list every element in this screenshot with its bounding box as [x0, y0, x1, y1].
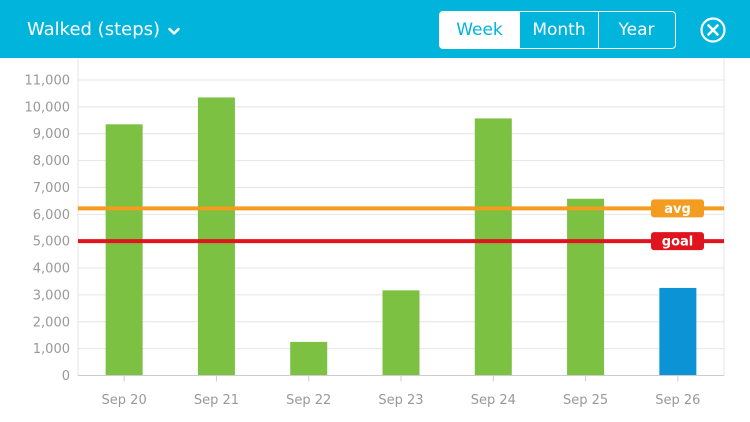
bar [659, 287, 697, 376]
y-tick-label: 5,000 [33, 235, 70, 250]
y-tick-label: 0 [62, 369, 70, 384]
bar [567, 198, 605, 376]
close-circle-icon[interactable] [700, 17, 726, 43]
y-tick-label: 4,000 [33, 262, 70, 277]
x-tick-label: Sep 25 [563, 393, 608, 408]
x-tick-label: Sep 24 [471, 393, 516, 408]
avg-tag-label: avg [664, 202, 691, 217]
tab-year[interactable]: Year [598, 12, 674, 48]
x-tick-label: Sep 23 [378, 393, 423, 408]
y-tick-label: 8,000 [33, 154, 70, 169]
metric-selector[interactable]: Walked (steps) [27, 0, 180, 58]
bar [474, 118, 512, 376]
goal-tag [651, 232, 704, 251]
steps-bar-chart: 0 1,000 2,000 3,000 4,000 5,000 6,000 7,000 8,00… [25, 58, 725, 408]
bar [290, 341, 328, 376]
y-tick-label: 9,000 [33, 127, 70, 142]
x-tick-label: Sep 22 [286, 393, 331, 408]
y-tick-label: 10,000 [25, 100, 71, 115]
y-tick-label: 7,000 [33, 181, 70, 196]
bar [197, 97, 235, 376]
tab-week[interactable]: Week [440, 12, 519, 48]
y-tick-label: 6,000 [33, 208, 70, 223]
period-segmented-control: Week Month Year [439, 11, 676, 49]
y-tick-label: 3,000 [33, 288, 70, 303]
avg-tag [651, 199, 704, 218]
x-tick-label: Sep 26 [655, 393, 700, 408]
x-tick-label: Sep 20 [102, 393, 147, 408]
chevron-down-icon [168, 27, 180, 35]
x-tick-label: Sep 21 [194, 393, 239, 408]
y-tick-label: 1,000 [33, 342, 70, 357]
goal-tag-label: goal [662, 235, 693, 250]
tab-month[interactable]: Month [519, 12, 598, 48]
y-tick-label: 2,000 [33, 315, 70, 330]
header-bar: Walked (steps) Week Month Year [0, 0, 750, 58]
bar [382, 290, 420, 376]
y-tick-label: 11,000 [25, 74, 71, 89]
metric-title: Walked (steps) [27, 18, 161, 40]
bar [105, 124, 143, 376]
